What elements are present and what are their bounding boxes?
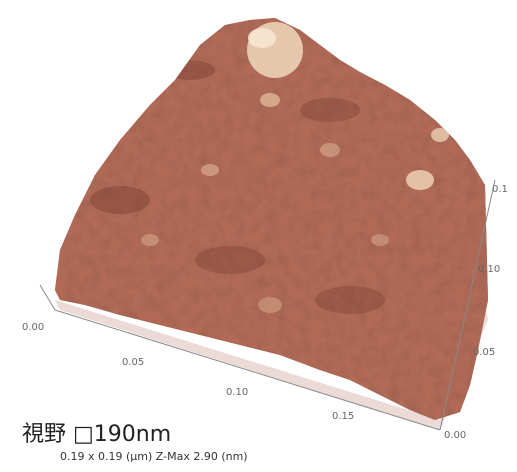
front-tick-label: 0.00	[22, 322, 45, 333]
peak-highlight	[141, 234, 159, 246]
peak-highlight	[201, 164, 219, 176]
right-axis-line	[439, 179, 496, 431]
peak-highlight	[371, 234, 389, 246]
right-tick-label: 0.1	[492, 184, 508, 195]
right-tick-label: 0.05	[473, 347, 496, 358]
valley-shadow	[315, 286, 385, 314]
scan-info-caption: 0.19 x 0.19 (μm) Z-Max 2.90 (nm)	[60, 450, 248, 463]
valley-shadow	[90, 186, 150, 214]
valley-shadow	[300, 98, 360, 122]
valley-shadow	[195, 246, 265, 274]
front-tick-label: 0.10	[226, 387, 249, 398]
right-tick-label: 0.00	[444, 430, 467, 441]
peak-highlight	[258, 297, 282, 313]
peak-highlight	[260, 93, 280, 107]
field-of-view-caption: 視野 □190nm	[22, 422, 172, 447]
peak-highlight	[406, 170, 434, 190]
surface-base-edge	[55, 300, 488, 430]
peak-highlight	[431, 128, 449, 142]
front-tick-label: 0.15	[332, 411, 355, 422]
peak-highlight	[248, 28, 276, 48]
front-axis-line	[54, 309, 441, 431]
vertical-axis-line	[39, 284, 56, 311]
peak-highlight	[320, 143, 340, 157]
afm-topography	[55, 18, 488, 420]
right-tick-label: 0.10	[478, 264, 501, 275]
front-tick-label: 0.05	[122, 357, 145, 368]
valley-shadow	[165, 60, 215, 80]
